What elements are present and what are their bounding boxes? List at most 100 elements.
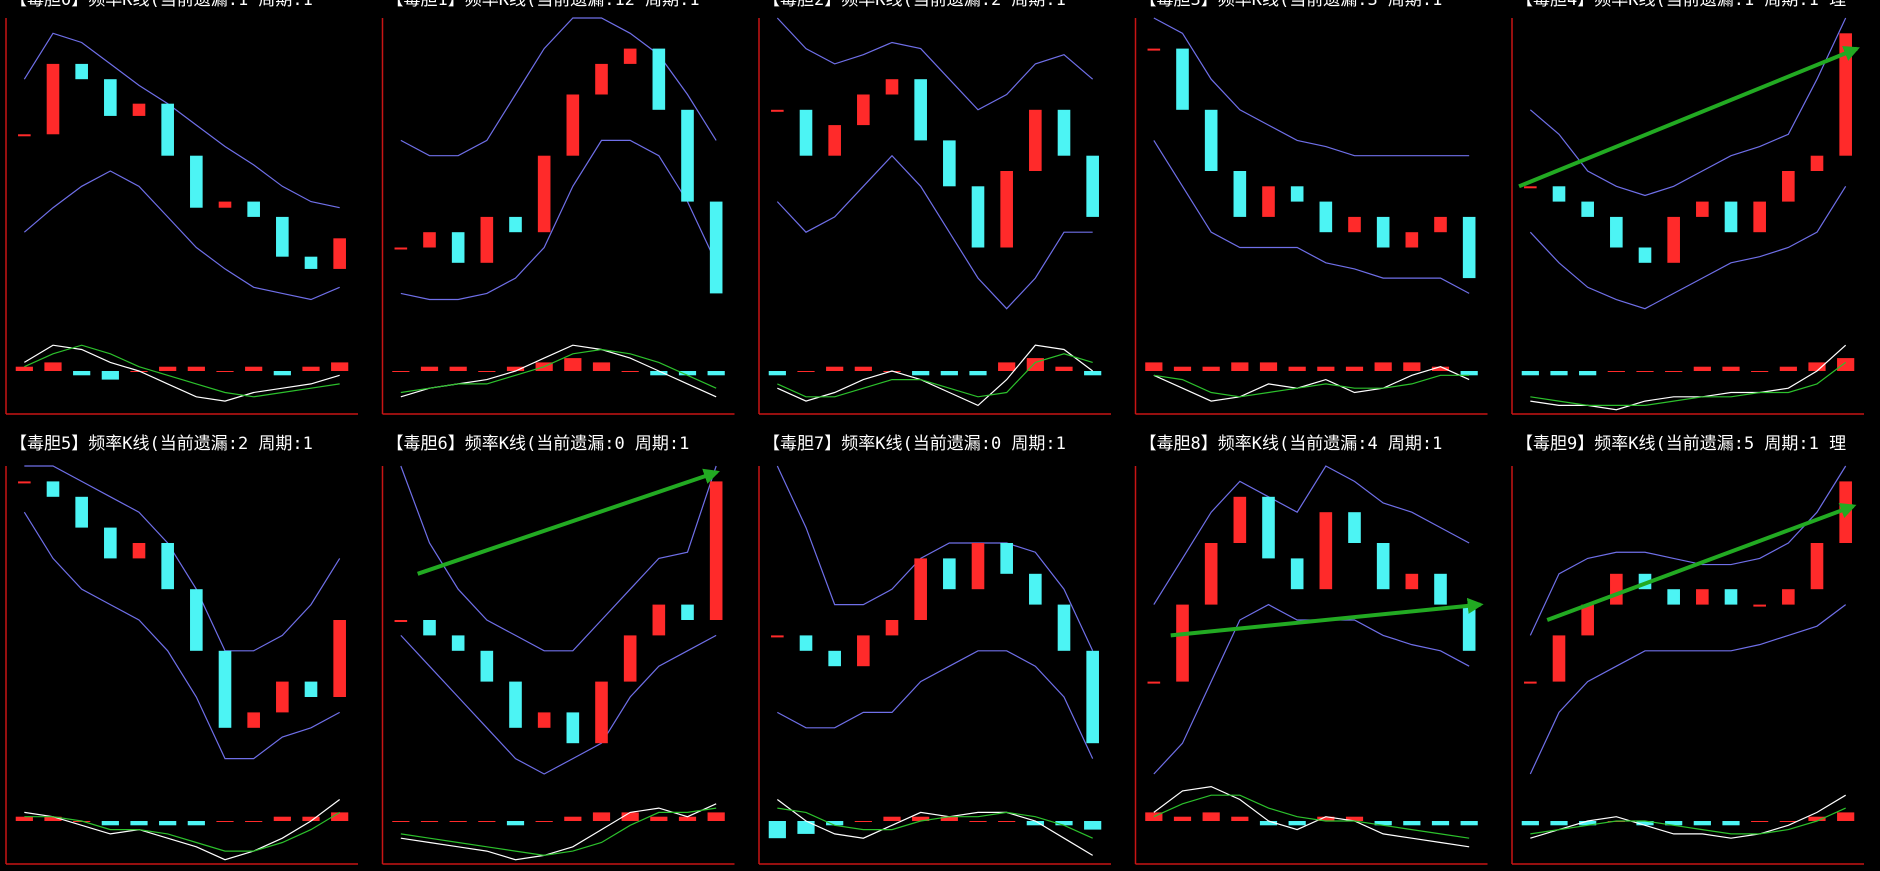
macd-bar bbox=[1173, 816, 1192, 821]
macd-bar bbox=[826, 366, 844, 371]
macd-bar bbox=[1202, 366, 1220, 371]
macd-bar bbox=[1345, 816, 1364, 821]
candle bbox=[566, 712, 580, 744]
candle bbox=[1086, 155, 1099, 217]
bollinger-upper bbox=[776, 465, 1094, 652]
macd-bar bbox=[478, 821, 496, 822]
macd-bar bbox=[1722, 821, 1740, 826]
candle bbox=[480, 216, 494, 263]
macd-bar bbox=[1374, 362, 1392, 371]
macd-bar bbox=[73, 371, 91, 376]
candle bbox=[537, 712, 551, 728]
macd-bar bbox=[420, 366, 439, 371]
macd-bar bbox=[1808, 362, 1826, 371]
candle bbox=[623, 635, 637, 682]
macd-dea bbox=[400, 807, 717, 857]
candle bbox=[828, 125, 841, 156]
chart-panel: 【毒胆7】频率K线(当前遗漏:0 周期:1 bbox=[758, 434, 1111, 865]
candle bbox=[190, 589, 203, 651]
candle bbox=[943, 558, 956, 590]
chart-panel: 【毒胆0】频率K线(当前遗漏:1 周期:1 bbox=[5, 0, 358, 415]
bollinger-upper bbox=[1153, 17, 1470, 157]
candle bbox=[1524, 681, 1537, 684]
candle bbox=[1610, 573, 1623, 605]
macd-bar bbox=[797, 821, 815, 834]
macd-bar bbox=[1460, 371, 1478, 376]
candle bbox=[1696, 589, 1709, 605]
candle bbox=[595, 63, 608, 95]
candle bbox=[1810, 155, 1824, 171]
macd-bar bbox=[1026, 821, 1044, 826]
candle bbox=[1233, 496, 1247, 543]
candle bbox=[1290, 186, 1304, 202]
macd-bar bbox=[1636, 371, 1654, 372]
trend-arrow bbox=[417, 468, 720, 576]
macd-bar bbox=[940, 371, 958, 376]
macd-bar bbox=[1259, 362, 1278, 371]
panel-title: 【毒胆2】频率K线(当前遗漏:2 周期:1 bbox=[763, 0, 1066, 10]
candle bbox=[247, 712, 260, 728]
macd-bar bbox=[1579, 821, 1597, 826]
macd-bar bbox=[216, 821, 234, 822]
macd-bar bbox=[1288, 366, 1306, 371]
candle bbox=[1462, 604, 1476, 651]
bollinger-lower bbox=[1529, 185, 1847, 310]
panel-title: 【毒胆7】频率K线(当前遗漏:0 周期:1 bbox=[763, 434, 1066, 454]
candle bbox=[1581, 201, 1594, 217]
bollinger-lower bbox=[1153, 140, 1470, 294]
macd-bar bbox=[998, 821, 1016, 822]
candle bbox=[1724, 201, 1738, 233]
macd-bar bbox=[1431, 366, 1450, 371]
candle bbox=[914, 558, 927, 620]
candle bbox=[828, 650, 841, 667]
macd-bar bbox=[302, 816, 320, 821]
macd-bar bbox=[621, 371, 639, 372]
candle bbox=[333, 238, 346, 269]
macd-bar bbox=[1837, 358, 1855, 371]
candle bbox=[1057, 109, 1071, 156]
candle bbox=[1638, 247, 1652, 263]
macd-bar bbox=[678, 816, 697, 821]
candle bbox=[1233, 171, 1247, 217]
candle bbox=[1348, 512, 1361, 543]
trend-arrow bbox=[1546, 503, 1857, 622]
candle bbox=[885, 620, 899, 636]
macd-bar bbox=[1374, 821, 1392, 826]
candle bbox=[1434, 216, 1447, 233]
macd-bar bbox=[1779, 821, 1797, 822]
candle bbox=[1405, 573, 1419, 590]
candle bbox=[451, 635, 465, 651]
macd-bar bbox=[650, 371, 668, 376]
macd-dea bbox=[24, 811, 340, 852]
macd-bar bbox=[1317, 366, 1335, 371]
macd-bar bbox=[1751, 821, 1769, 822]
candle bbox=[276, 216, 289, 257]
candle bbox=[857, 635, 870, 667]
candle bbox=[509, 216, 522, 233]
candle bbox=[1524, 186, 1537, 189]
macd-bar bbox=[420, 821, 439, 822]
macd-bar bbox=[592, 812, 611, 821]
macd-bar bbox=[1231, 362, 1249, 371]
candle bbox=[1581, 604, 1594, 636]
macd-bar bbox=[1055, 821, 1073, 826]
candle bbox=[451, 232, 465, 263]
macd-bar bbox=[1550, 821, 1568, 826]
candle bbox=[1782, 589, 1795, 605]
candle bbox=[709, 201, 723, 294]
candle bbox=[771, 635, 784, 638]
candle bbox=[218, 650, 232, 728]
macd-dea bbox=[777, 353, 1093, 398]
macd-bar bbox=[187, 366, 205, 371]
macd-bar bbox=[1259, 821, 1278, 826]
macd-bar bbox=[1403, 821, 1421, 826]
macd-bar bbox=[797, 371, 815, 372]
macd-bar bbox=[1665, 371, 1683, 372]
bollinger-upper bbox=[23, 32, 340, 209]
candle bbox=[1782, 171, 1795, 202]
macd-bar bbox=[101, 821, 119, 826]
candle bbox=[18, 481, 31, 484]
candle bbox=[423, 620, 436, 636]
macd-bar bbox=[678, 371, 697, 376]
